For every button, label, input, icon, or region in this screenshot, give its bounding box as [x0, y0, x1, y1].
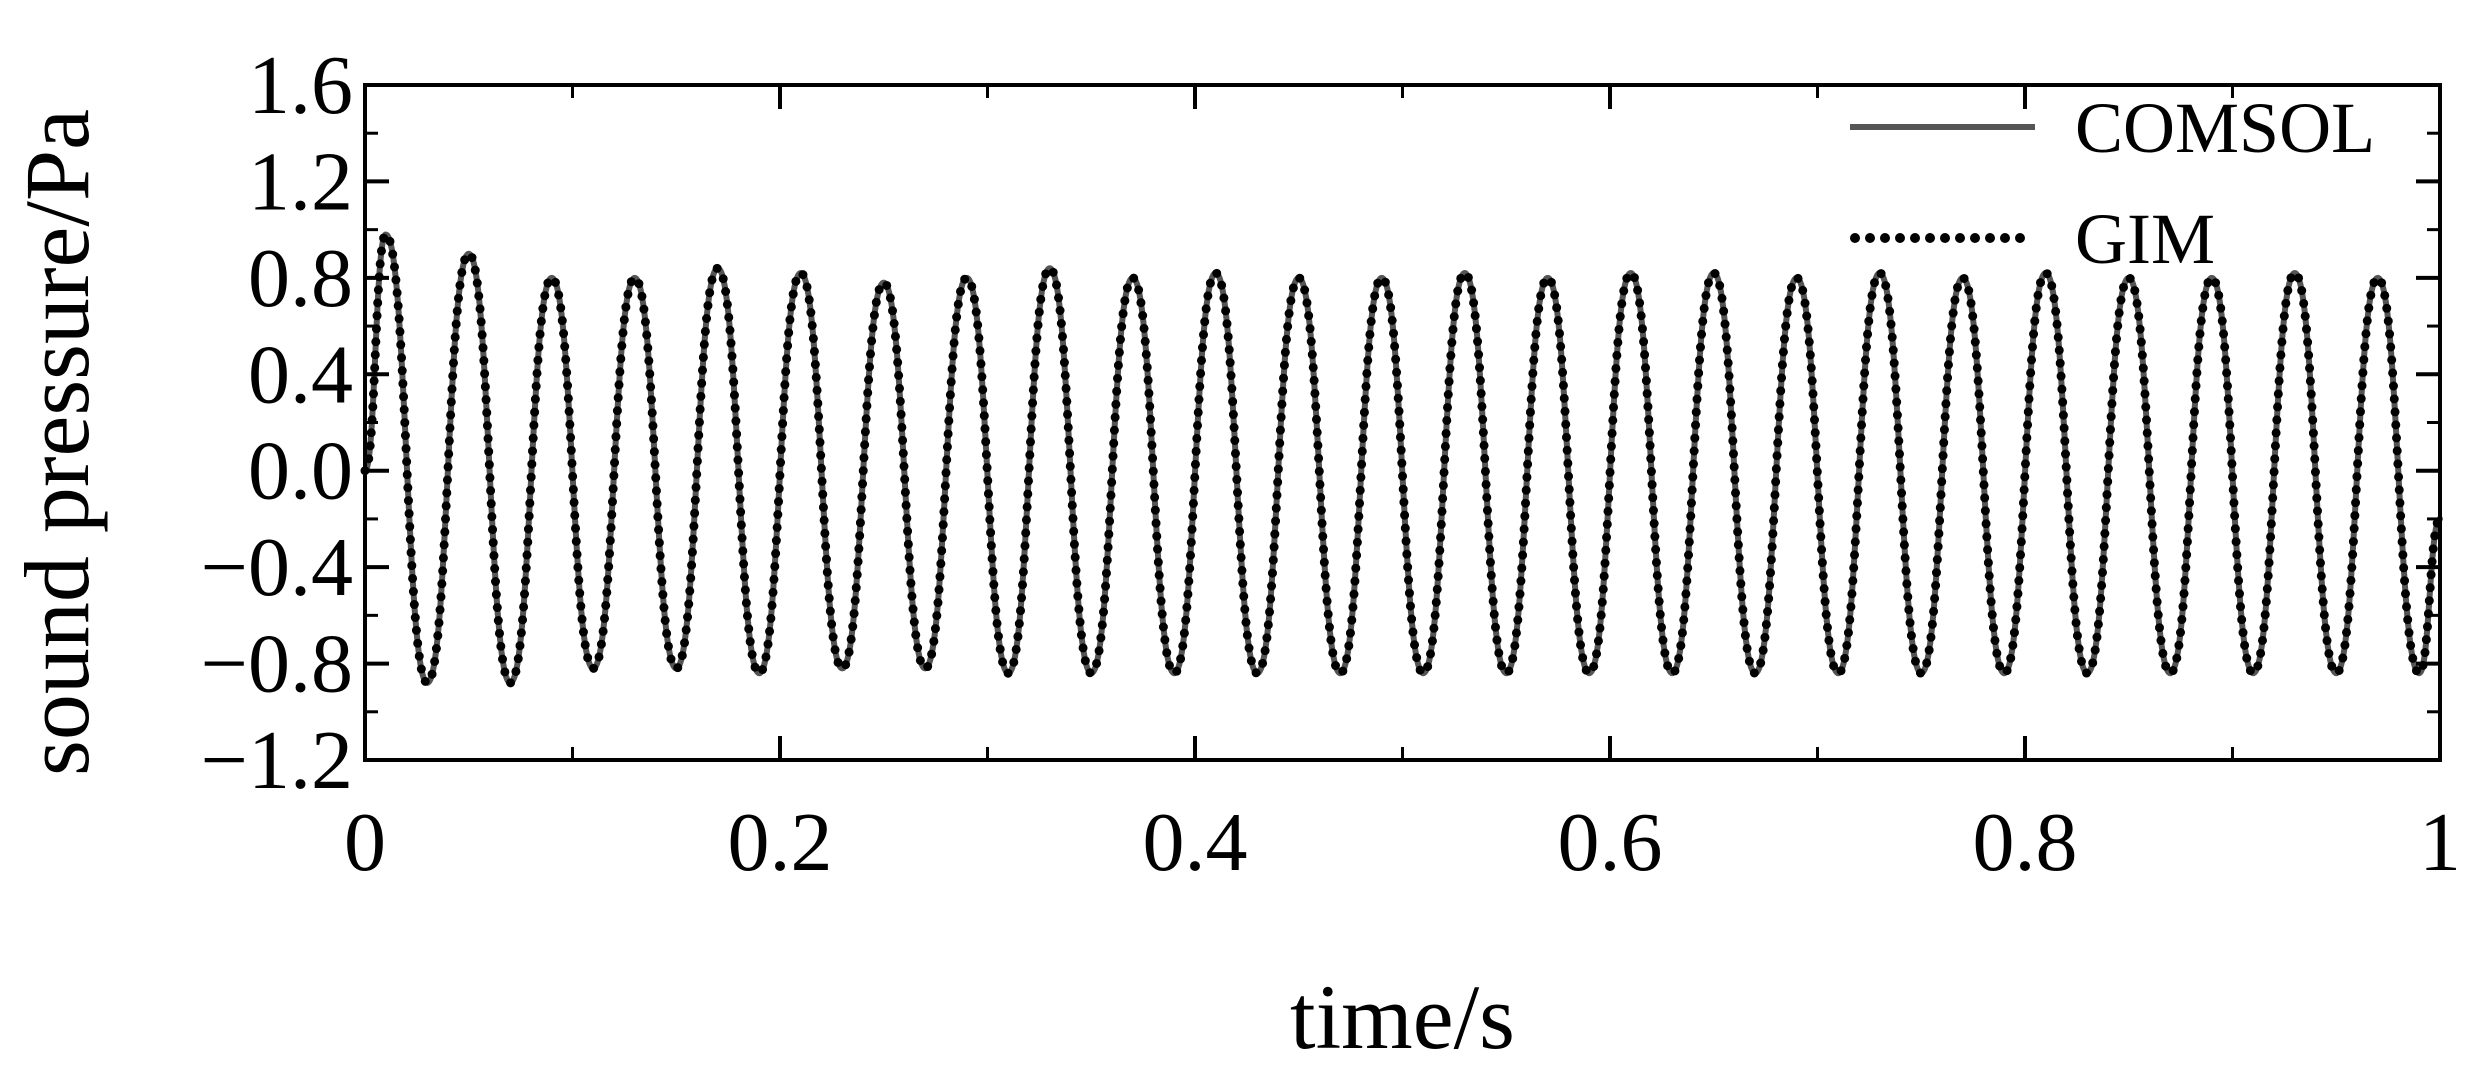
legend-label-comsol: COMSOL	[2075, 88, 2375, 168]
x-tick-label: 0.2	[728, 796, 833, 889]
x-tick-label: 0.6	[1558, 796, 1663, 889]
x-tick-label: 0.8	[1973, 796, 2078, 889]
series-line-gim	[360, 229, 2445, 688]
y-tick-label: −0.4	[201, 521, 353, 614]
y-tick-label: 0.0	[248, 425, 353, 518]
y-tick-label: 1.2	[248, 135, 353, 228]
y-tick-label: 1.6	[248, 39, 353, 132]
y-tick-label: 0.8	[248, 232, 353, 325]
legend: COMSOL GIM	[1850, 88, 2375, 279]
y-tick-label: 0.4	[248, 328, 353, 421]
x-tick-label: 0.4	[1143, 796, 1248, 889]
y-tick-label: −0.8	[201, 618, 353, 711]
legend-label-gim: GIM	[2075, 199, 2215, 279]
series-line-comsol	[362, 231, 2443, 686]
series-layer	[360, 229, 2445, 688]
ticks-layer	[363, 83, 2442, 762]
x-axis-title: time/s	[1290, 966, 1515, 1068]
y-tick-label: −1.2	[201, 714, 353, 807]
labels-layer: 0 0.2 0.4 0.6 0.8 1−1.2−0.8−0.40.00.40.81.21.…	[201, 39, 2461, 889]
x-tick-label: 1	[2419, 796, 2461, 889]
y-axis-title: sound pressure/Pa	[6, 109, 108, 776]
x-tick-label: 0	[344, 796, 386, 889]
